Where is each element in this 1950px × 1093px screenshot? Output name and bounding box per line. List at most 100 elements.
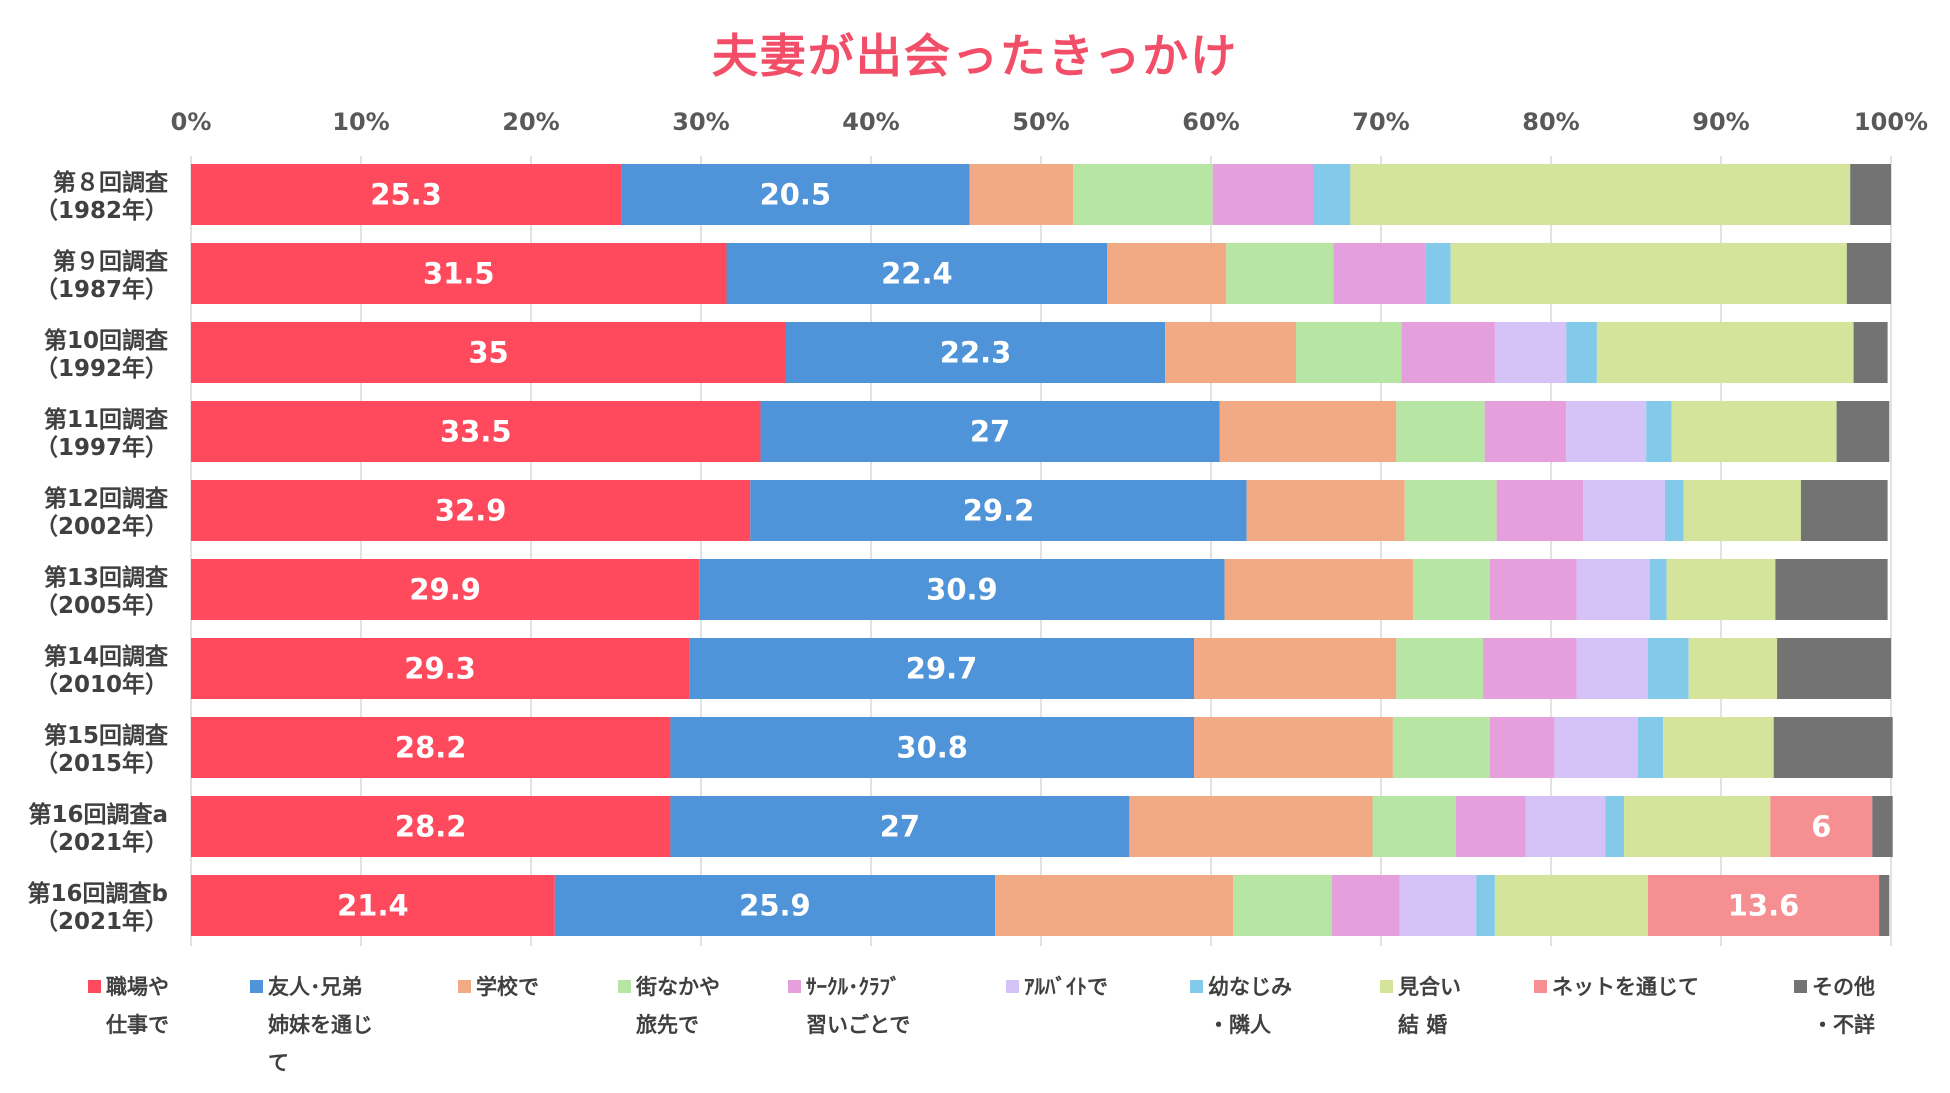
legend-label: 友人･兄弟: [268, 975, 363, 999]
data-label: 31.5: [423, 257, 495, 291]
x-tick-label: 0%: [171, 108, 212, 136]
bar-segment: [191, 322, 786, 383]
bar-segment: [1246, 480, 1405, 541]
bar-segment: [191, 559, 700, 620]
legend-swatch: [788, 979, 801, 993]
category-label: 第16回調査a: [28, 801, 168, 828]
bar-segment: [1800, 480, 1888, 541]
legend-line: 街なかや: [618, 968, 720, 1006]
category-sublabel: （1997年）: [35, 434, 168, 461]
x-tick-label: 30%: [672, 108, 729, 136]
bar-segment: [1649, 559, 1667, 620]
bar-segment: [1404, 480, 1497, 541]
legend-swatch: [1190, 979, 1203, 993]
x-tick-label: 70%: [1352, 108, 1409, 136]
category-label: 第15回調査: [44, 722, 168, 749]
data-label: 27: [880, 810, 920, 844]
bar-segment: [1664, 480, 1684, 541]
bar-segment: [1483, 638, 1577, 699]
category-sublabel: （2010年）: [35, 671, 168, 698]
bar-segment: [1331, 875, 1400, 936]
bar-segment: [1596, 322, 1854, 383]
x-tick-label: 90%: [1692, 108, 1749, 136]
bar-segment: [1313, 164, 1351, 225]
legend-line: ｱﾙﾊﾞｲﾄで: [1006, 968, 1108, 1006]
category-label: 第14回調査: [44, 643, 168, 670]
category-label: 第10回調査: [44, 327, 168, 354]
bar-segment: [1455, 796, 1526, 857]
bar-segment: [191, 875, 555, 936]
data-label: 33.5: [440, 415, 512, 449]
legend-item: その他 ・不詳: [1794, 968, 1875, 1044]
legend-line: ・隣人: [1190, 1006, 1292, 1044]
x-tick-label: 80%: [1522, 108, 1579, 136]
data-label: 32.9: [435, 494, 507, 528]
category-sublabel: （1987年）: [35, 276, 168, 303]
legend-line: 幼なじみ: [1190, 968, 1292, 1006]
x-tick-label: 40%: [842, 108, 899, 136]
bar-segment: [1647, 875, 1880, 936]
bar-segment: [1401, 322, 1495, 383]
legend-label: ・隣人: [1208, 1013, 1271, 1037]
data-label: 28.2: [395, 810, 467, 844]
bar-segment: [1399, 875, 1477, 936]
bar-row: 32.9 29.2: [191, 480, 1888, 541]
bar-segment: [1350, 164, 1851, 225]
category-sublabel: （2002年）: [35, 513, 168, 540]
bar-segment: [621, 164, 970, 225]
bar-segment: [670, 796, 1130, 857]
category-label: 第８回調査: [53, 169, 168, 196]
legend-line: 旅先で: [618, 1006, 720, 1044]
legend-item: 幼なじみ ・隣人: [1190, 968, 1292, 1044]
legend-line: その他: [1794, 968, 1875, 1006]
legend-item: ｻｰｸﾙ･ｸﾗﾌﾞ 習いごとで: [788, 968, 910, 1044]
bar-segment: [191, 638, 690, 699]
data-label: 30.9: [926, 573, 998, 607]
bar-segment: [191, 164, 622, 225]
bar-segment: [1624, 796, 1771, 857]
bar-row: 35 22.3: [191, 322, 1888, 383]
legend-line: ネットを通じて: [1534, 968, 1699, 1006]
data-label: 25.9: [739, 889, 811, 923]
bar-segment: [1396, 401, 1485, 462]
bar-segment: [689, 638, 1194, 699]
legend-label: 仕事で: [106, 1013, 169, 1037]
legend-item: 街なかや 旅先で: [618, 968, 720, 1044]
bar-segment: [1476, 875, 1495, 936]
category-sublabel: （1992年）: [35, 355, 168, 382]
legend-label: 幼なじみ: [1208, 975, 1292, 999]
x-tick-label: 60%: [1182, 108, 1239, 136]
bar-segment: [1450, 243, 1847, 304]
bar-segment: [1554, 717, 1638, 778]
legend-label: 職場や: [106, 975, 169, 999]
legend-label: ｱﾙﾊﾞｲﾄで: [1024, 975, 1108, 999]
legend-label: ｻｰｸﾙ･ｸﾗﾌﾞ: [806, 975, 901, 999]
category-label: 第９回調査: [53, 248, 168, 275]
x-tick-label: 20%: [502, 108, 559, 136]
chart-title: 夫妻が出会ったきっかけ: [711, 29, 1239, 83]
x-tick-label: 10%: [332, 108, 389, 136]
legend-line: 職場や: [88, 968, 169, 1006]
legend-swatch: [1794, 979, 1807, 993]
bar-segment: [191, 717, 671, 778]
bar-segment: [1770, 796, 1873, 857]
legend-label: 結 婚: [1398, 1013, 1448, 1037]
bar-row: 28.2 27 6: [191, 796, 1893, 857]
bar-segment: [1773, 717, 1893, 778]
bar-segment: [1846, 243, 1891, 304]
bar-segment: [191, 401, 761, 462]
category-label: 第11回調査: [44, 406, 168, 433]
legend-swatch: [1380, 979, 1393, 993]
bar-segment: [1671, 401, 1837, 462]
data-label: 30.8: [896, 731, 968, 765]
x-tick-label: 100%: [1854, 108, 1928, 136]
bar-segment: [1073, 164, 1213, 225]
bar-row: 21.4 25.9 13.6: [191, 875, 1890, 936]
bar-segment: [1212, 164, 1313, 225]
category-sublabel: （1982年）: [35, 197, 168, 224]
bar-segment: [1775, 559, 1888, 620]
bar-segment: [1583, 480, 1665, 541]
bar-segment: [1494, 322, 1567, 383]
data-label: 13.6: [1728, 889, 1800, 923]
bar-segment: [760, 401, 1220, 462]
